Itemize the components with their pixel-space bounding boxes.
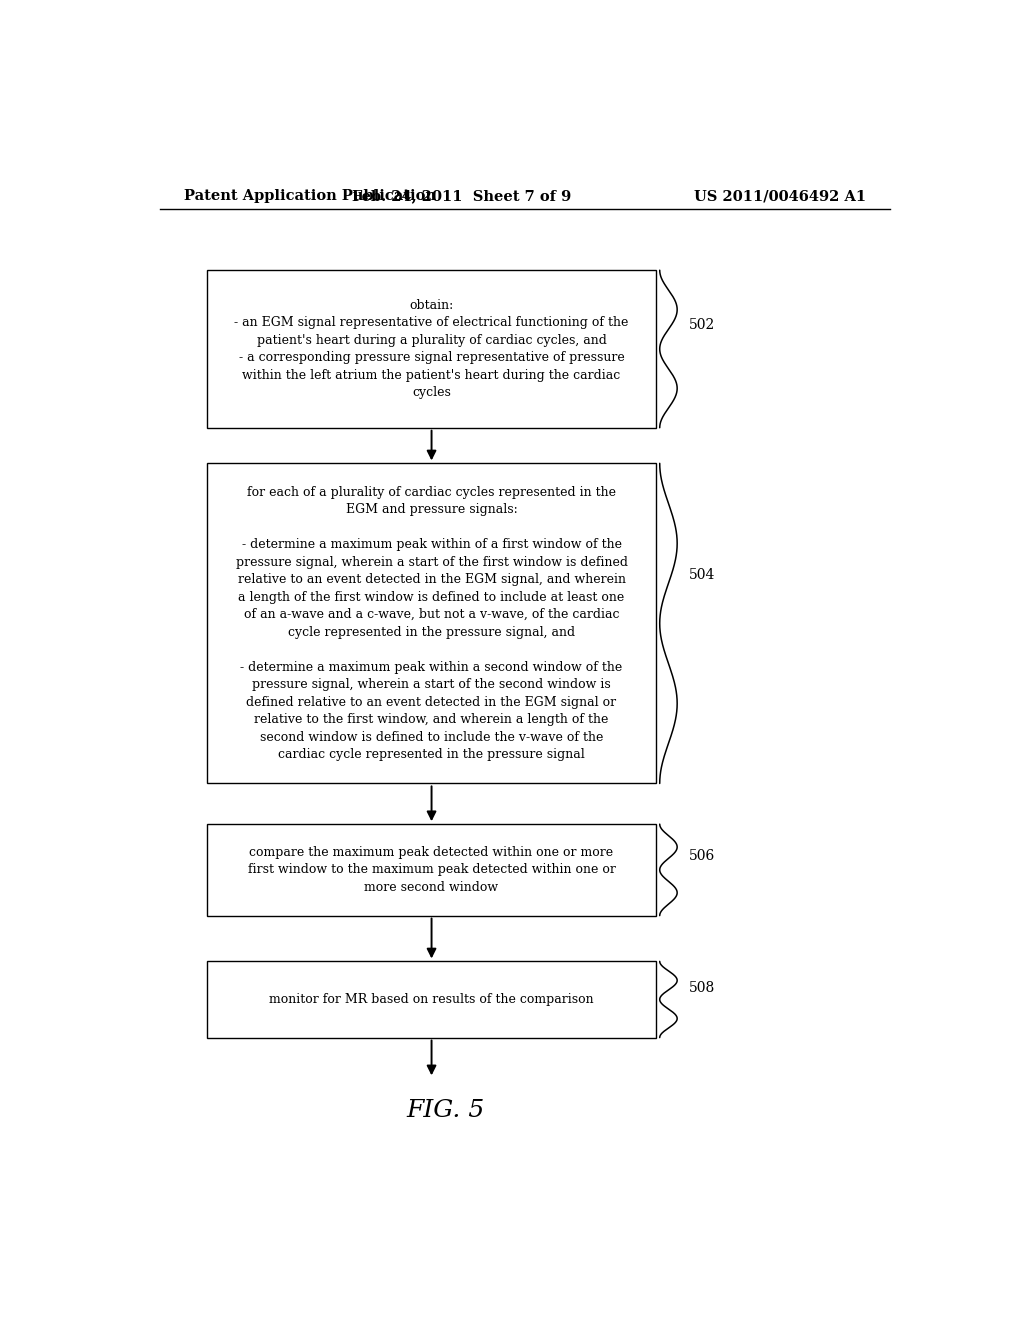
- FancyBboxPatch shape: [207, 271, 655, 428]
- Text: US 2011/0046492 A1: US 2011/0046492 A1: [694, 189, 866, 203]
- Text: 504: 504: [689, 569, 716, 582]
- FancyBboxPatch shape: [207, 463, 655, 784]
- Text: 502: 502: [689, 318, 716, 333]
- FancyBboxPatch shape: [207, 824, 655, 916]
- Text: obtain:
- an EGM signal representative of electrical functioning of the
patient': obtain: - an EGM signal representative o…: [234, 298, 629, 399]
- Text: for each of a plurality of cardiac cycles represented in the
EGM and pressure si: for each of a plurality of cardiac cycle…: [236, 486, 628, 762]
- Text: 506: 506: [689, 849, 716, 863]
- Text: monitor for MR based on results of the comparison: monitor for MR based on results of the c…: [269, 993, 594, 1006]
- Text: Patent Application Publication: Patent Application Publication: [183, 189, 435, 203]
- Text: 508: 508: [689, 981, 716, 995]
- FancyBboxPatch shape: [207, 961, 655, 1038]
- Text: compare the maximum peak detected within one or more
first window to the maximum: compare the maximum peak detected within…: [248, 846, 615, 894]
- Text: Feb. 24, 2011  Sheet 7 of 9: Feb. 24, 2011 Sheet 7 of 9: [351, 189, 571, 203]
- Text: FIG. 5: FIG. 5: [407, 1100, 484, 1122]
